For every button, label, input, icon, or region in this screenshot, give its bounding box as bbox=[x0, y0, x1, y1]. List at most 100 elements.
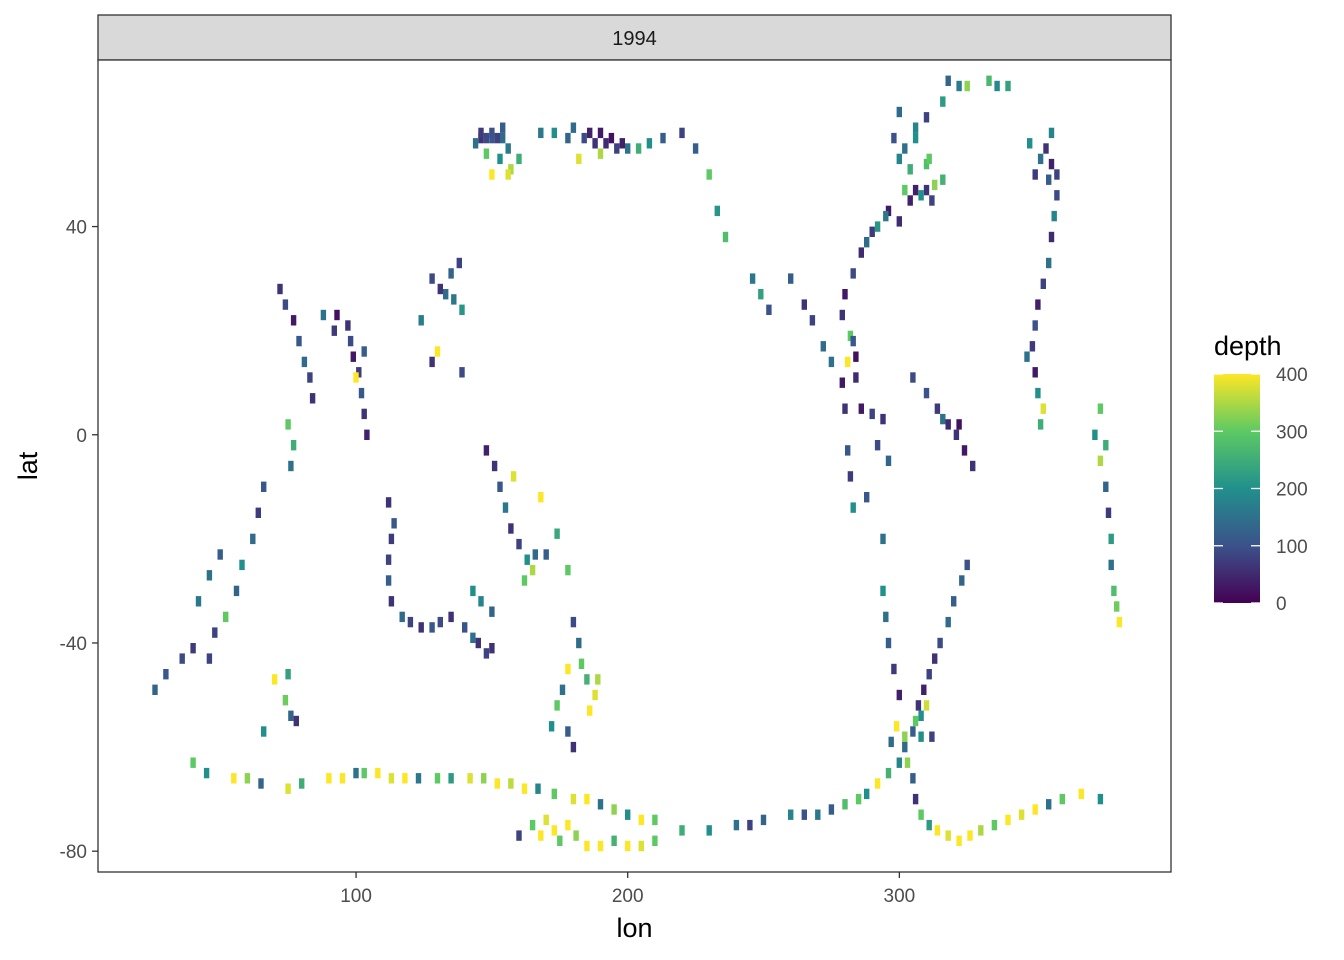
raster-cell bbox=[652, 814, 658, 826]
raster-cell bbox=[429, 356, 435, 368]
raster-cell bbox=[296, 335, 302, 347]
raster-cell bbox=[290, 315, 297, 326]
raster-cell bbox=[437, 616, 443, 628]
raster-cell bbox=[285, 669, 291, 680]
raster-cell bbox=[934, 403, 941, 414]
raster-cell bbox=[660, 132, 666, 144]
raster-cell bbox=[418, 315, 424, 326]
raster-cell bbox=[828, 356, 835, 368]
raster-cell bbox=[334, 309, 340, 321]
raster-cell bbox=[815, 809, 821, 820]
raster-cell bbox=[521, 575, 528, 586]
raster-cell bbox=[570, 741, 577, 753]
raster-cell bbox=[516, 830, 522, 841]
raster-cell bbox=[611, 835, 617, 846]
raster-cell bbox=[893, 721, 900, 732]
raster-cell bbox=[597, 127, 604, 139]
raster-cell bbox=[293, 715, 299, 727]
raster-cell bbox=[918, 809, 924, 820]
raster-cell bbox=[475, 637, 481, 649]
raster-cell bbox=[565, 132, 571, 144]
raster-cell bbox=[538, 127, 544, 139]
legend-tick-label: 300 bbox=[1276, 422, 1308, 443]
raster-cell bbox=[212, 627, 218, 638]
raster-cell bbox=[853, 351, 859, 362]
raster-cell bbox=[595, 674, 601, 685]
raster-cell bbox=[206, 570, 213, 581]
raster-cell bbox=[494, 778, 500, 789]
raster-cell bbox=[880, 585, 886, 597]
raster-cell bbox=[551, 788, 557, 800]
raster-cell bbox=[331, 325, 337, 336]
raster-cell bbox=[858, 247, 864, 258]
panel-background bbox=[98, 60, 1171, 872]
raster-cell bbox=[557, 835, 563, 846]
raster-cell bbox=[625, 143, 631, 154]
raster-cell bbox=[896, 757, 902, 768]
raster-cell bbox=[516, 153, 522, 165]
raster-cell bbox=[361, 408, 367, 420]
raster-cell bbox=[190, 757, 196, 768]
raster-cell bbox=[505, 169, 511, 180]
raster-cell bbox=[956, 80, 962, 92]
raster-cell bbox=[448, 773, 454, 784]
raster-cell bbox=[570, 122, 577, 133]
raster-cell bbox=[845, 445, 851, 456]
raster-cell bbox=[926, 669, 932, 680]
raster-cell bbox=[448, 268, 454, 279]
raster-cell bbox=[470, 585, 476, 597]
raster-cell bbox=[597, 148, 604, 159]
raster-cell bbox=[991, 819, 998, 831]
raster-cell bbox=[945, 616, 951, 628]
raster-cell bbox=[494, 132, 500, 144]
raster-cell bbox=[912, 793, 919, 805]
raster-cell bbox=[456, 257, 462, 269]
raster-cell bbox=[524, 554, 530, 565]
raster-cell bbox=[961, 445, 968, 456]
raster-cell bbox=[801, 809, 807, 820]
raster-cell bbox=[353, 372, 359, 383]
raster-cell bbox=[483, 148, 490, 159]
raster-cell bbox=[508, 523, 514, 534]
raster-cell bbox=[1054, 169, 1060, 180]
raster-cell bbox=[809, 315, 816, 326]
raster-cell bbox=[940, 96, 946, 107]
raster-cell bbox=[910, 726, 916, 737]
raster-cell bbox=[929, 731, 935, 742]
raster-cell bbox=[1078, 788, 1084, 800]
raster-cell bbox=[885, 637, 892, 649]
raster-cell bbox=[874, 440, 881, 451]
raster-cell bbox=[758, 289, 764, 300]
raster-cell bbox=[277, 283, 283, 295]
raster-cell bbox=[223, 611, 229, 623]
raster-cells bbox=[152, 75, 1123, 852]
raster-cell bbox=[385, 554, 392, 565]
raster-cell bbox=[1105, 507, 1112, 518]
raster-cell bbox=[883, 210, 889, 222]
raster-cell bbox=[1048, 231, 1055, 243]
raster-cell bbox=[964, 80, 970, 92]
raster-cell bbox=[434, 346, 441, 357]
raster-cell bbox=[760, 814, 767, 826]
raster-cell bbox=[1111, 585, 1117, 597]
raster-cell bbox=[361, 346, 367, 357]
raster-cell bbox=[584, 840, 590, 852]
raster-cell bbox=[1005, 80, 1011, 92]
raster-cell bbox=[902, 184, 908, 196]
raster-cell bbox=[502, 502, 509, 513]
raster-cell bbox=[880, 413, 886, 425]
raster-cell bbox=[1032, 804, 1038, 815]
raster-cell bbox=[489, 606, 495, 617]
raster-cell bbox=[619, 138, 625, 149]
raster-cell bbox=[986, 75, 992, 86]
raster-cell bbox=[443, 289, 449, 300]
legend-tick-label: 0 bbox=[1276, 594, 1287, 615]
raster-cell bbox=[451, 294, 457, 305]
raster-cell bbox=[576, 153, 582, 165]
raster-cell bbox=[912, 184, 919, 196]
raster-cell bbox=[902, 143, 908, 154]
raster-cell bbox=[429, 622, 435, 633]
raster-cell bbox=[500, 122, 506, 133]
raster-cell bbox=[388, 533, 395, 545]
raster-cell bbox=[869, 408, 875, 420]
